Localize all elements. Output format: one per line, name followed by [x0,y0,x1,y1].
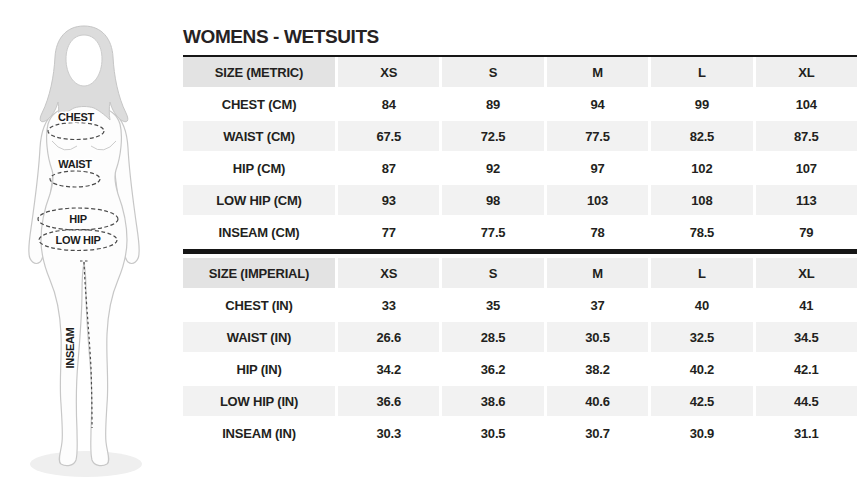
metric-size-header: XS [338,57,439,87]
metric-value-cell: 84 [338,89,439,119]
metric-value-cell: 98 [442,185,543,215]
imperial-size-header: XS [338,258,439,288]
metric-value-cell: 79 [756,217,857,247]
imperial-value-cell: 36.2 [442,354,543,384]
metric-row-label: INSEAM (CM) [183,217,335,247]
imperial-value-cell: 28.5 [442,322,543,352]
low-hip-label: LOW HIP [56,234,101,246]
metric-value-cell: 103 [547,185,648,215]
imperial-value-cell: 37 [547,290,648,320]
metric-value-cell: 104 [756,89,857,119]
imperial-value-cell: 30.5 [442,418,543,448]
imperial-row-label: LOW HIP (IN) [183,386,335,416]
hip-label: HIP [69,213,86,225]
imperial-value-cell: 34.2 [338,354,439,384]
imperial-value-cell: 33 [338,290,439,320]
imperial-value-cell: 40 [651,290,752,320]
imperial-value-cell: 26.6 [338,322,439,352]
metric-table-corner-header: SIZE (METRIC) [183,57,335,87]
torso-and-legs [41,88,127,466]
metric-row-label: WAIST (CM) [183,121,335,151]
imperial-row-label: HIP (IN) [183,354,335,384]
imperial-size-header: L [651,258,752,288]
imperial-row-label: WAIST (IN) [183,322,335,352]
imperial-value-cell: 38.6 [442,386,543,416]
face [66,35,102,86]
metric-value-cell: 107 [756,153,857,183]
metric-value-cell: 77.5 [547,121,648,151]
metric-value-cell: 93 [338,185,439,215]
imperial-value-cell: 34.5 [756,322,857,352]
metric-size-header: S [442,57,543,87]
metric-value-cell: 78 [547,217,648,247]
metric-value-cell: 94 [547,89,648,119]
body-measurement-figure: CHEST WAIST HIP LOW HIP INSEAM [0,0,178,490]
metric-value-cell: 72.5 [442,121,543,151]
imperial-size-header: S [442,258,543,288]
imperial-value-cell: 30.9 [651,418,752,448]
imperial-value-cell: 44.5 [756,386,857,416]
imperial-row-label: INSEAM (IN) [183,418,335,448]
metric-row-label: CHEST (CM) [183,89,335,119]
metric-row-label: LOW HIP (CM) [183,185,335,215]
imperial-table-corner-header: SIZE (IMPERIAL) [183,258,335,288]
imperial-size-header: XL [756,258,857,288]
imperial-value-cell: 30.5 [547,322,648,352]
imperial-value-cell: 30.7 [547,418,648,448]
imperial-value-cell: 36.6 [338,386,439,416]
metric-size-header: XL [756,57,857,87]
imperial-value-cell: 42.1 [756,354,857,384]
page-title: WOMENS - WETSUITS [183,25,857,48]
imperial-value-cell: 40.2 [651,354,752,384]
imperial-row-label: CHEST (IN) [183,290,335,320]
size-chart-page: CHEST WAIST HIP LOW HIP INSEAM WOMENS - … [0,0,858,490]
imperial-size-table: SIZE (IMPERIAL) XS S M L XL CHEST (IN) 3… [183,249,857,448]
imperial-value-cell: 40.6 [547,386,648,416]
waist-label: WAIST [58,158,92,170]
imperial-value-cell: 38.2 [547,354,648,384]
imperial-value-cell: 41 [756,290,857,320]
metric-value-cell: 97 [547,153,648,183]
metric-size-table: SIZE (METRIC) XS S M L XL CHEST (CM) 84 … [183,55,857,247]
chest-label: CHEST [58,111,94,123]
woman-silhouette-illustration: CHEST WAIST HIP LOW HIP INSEAM [0,0,178,490]
metric-value-cell: 113 [756,185,857,215]
metric-value-cell: 108 [651,185,752,215]
imperial-value-cell: 32.5 [651,322,752,352]
metric-value-cell: 102 [651,153,752,183]
metric-size-header: M [547,57,648,87]
metric-row-label: HIP (CM) [183,153,335,183]
imperial-value-cell: 31.1 [756,418,857,448]
metric-value-cell: 67.5 [338,121,439,151]
metric-value-cell: 89 [442,89,543,119]
metric-value-cell: 82.5 [651,121,752,151]
floor-shadow [30,451,142,477]
imperial-value-cell: 35 [442,290,543,320]
size-chart-content: WOMENS - WETSUITS SIZE (METRIC) XS S M L… [183,25,857,448]
metric-value-cell: 87.5 [756,121,857,151]
metric-value-cell: 78.5 [651,217,752,247]
imperial-size-header: M [547,258,648,288]
inseam-label: INSEAM [64,327,76,368]
metric-value-cell: 87 [338,153,439,183]
imperial-value-cell: 30.3 [338,418,439,448]
metric-value-cell: 99 [651,89,752,119]
metric-value-cell: 77 [338,217,439,247]
metric-value-cell: 92 [442,153,543,183]
imperial-value-cell: 42.5 [651,386,752,416]
metric-value-cell: 77.5 [442,217,543,247]
metric-size-header: L [651,57,752,87]
